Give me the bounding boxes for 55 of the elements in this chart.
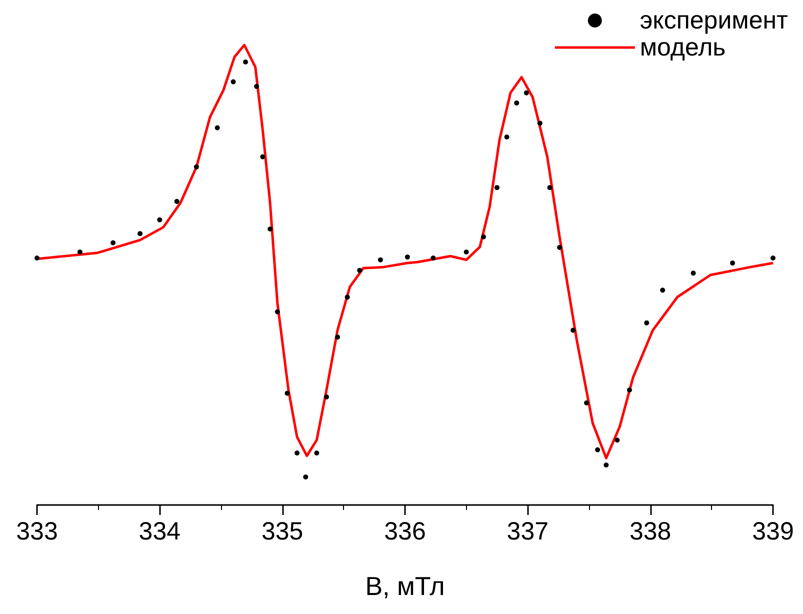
x-tick-label: 336: [384, 518, 426, 546]
point: [194, 164, 199, 170]
point: [357, 268, 362, 273]
point: [514, 100, 520, 106]
point: [604, 462, 609, 468]
x-tick-label: 335: [261, 518, 304, 546]
x-tick-label: 339: [752, 518, 794, 546]
point: [430, 255, 436, 260]
point: [303, 474, 308, 480]
point: [660, 288, 666, 293]
legend-label: эксперимент: [640, 6, 789, 34]
point: [378, 257, 383, 262]
point: [268, 226, 273, 232]
x-tick-label: 337: [506, 518, 549, 546]
point: [157, 217, 162, 222]
point: [537, 120, 542, 126]
point: [344, 294, 350, 300]
point: [404, 254, 410, 260]
point: [110, 240, 116, 246]
x-tick-label: 338: [629, 518, 672, 546]
point: [584, 400, 590, 406]
point: [214, 125, 220, 130]
point: [284, 390, 290, 396]
point: [335, 334, 340, 340]
point: [274, 309, 280, 314]
point: [254, 84, 260, 89]
x-tick-label: 334: [138, 518, 181, 546]
point: [243, 60, 248, 65]
point: [547, 185, 552, 190]
point: [770, 255, 776, 260]
point: [690, 270, 696, 276]
x-tick-label: 333: [16, 518, 58, 546]
x-axis-title: B, мТл: [365, 571, 445, 601]
point: [557, 244, 562, 250]
point: [595, 447, 600, 452]
point: [324, 394, 329, 400]
point: [230, 79, 236, 84]
point: [174, 198, 180, 204]
point: [614, 438, 620, 443]
point: [524, 90, 529, 96]
point: [481, 234, 486, 240]
point: [464, 250, 469, 254]
legend-label: модель: [640, 34, 726, 62]
point: [644, 320, 650, 326]
point: [730, 260, 736, 266]
point: [260, 154, 266, 160]
point: [494, 185, 500, 190]
point: [504, 134, 510, 140]
point: [570, 328, 576, 333]
point: [138, 231, 143, 236]
point: [294, 450, 300, 456]
point: [77, 250, 82, 254]
point: [626, 388, 632, 392]
point: [34, 255, 40, 260]
point: [314, 450, 320, 456]
